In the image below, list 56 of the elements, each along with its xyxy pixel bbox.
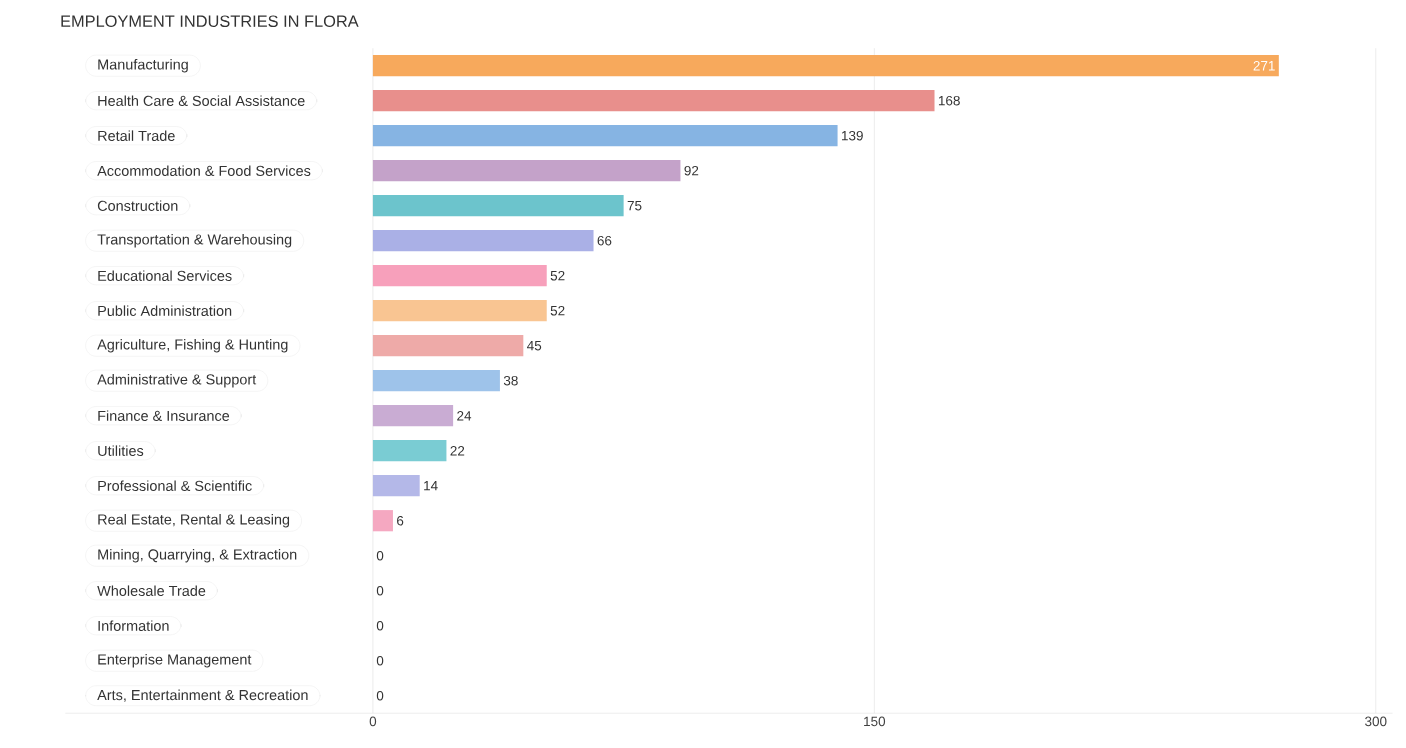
data-label: 22 [450,446,465,456]
data-label: 6 [397,515,404,526]
y-tick-label: Utilities [98,445,144,457]
data-label: 52 [550,270,565,281]
data-label: 0 [376,550,384,561]
data-label: 168 [938,95,960,106]
y-tick-label: Arts, Entertainment & Recreation [97,689,308,702]
y-tick-label: Mining, Quarrying, & Extraction [98,549,297,563]
data-label: 52 [550,305,565,316]
y-tick-label: Transportation & Warehousing [97,234,292,248]
data-label: 24 [457,411,472,421]
data-label: 92 [684,165,699,176]
data-label: 0 [376,655,384,666]
y-tick-label: Educational Services [98,270,232,282]
y-tick-label: Wholesale Trade [97,585,206,597]
bar [372,405,454,427]
y-tick-label: Health Care & Social Assistance [98,95,305,107]
y-tick-label: Administrative & Support [97,374,257,388]
bar [372,475,420,497]
y-tick-label: Real Estate, Rental & Leasing [98,514,290,528]
y-tick-label: Accommodation & Food Services [97,165,311,177]
data-label: 0 [376,585,384,596]
bar [372,510,393,532]
x-tick-label: 300 [1365,716,1387,727]
bar [372,300,547,322]
y-tick-label: Agriculture, Fishing & Hunting [97,339,288,353]
y-tick-label: Information [98,620,169,632]
chart-title: EMPLOYMENT INDUSTRIES IN FLORA [61,15,359,28]
x-tick-label: 0 [369,716,377,727]
data-label: 0 [376,690,384,701]
bar [372,265,547,287]
bar [372,160,681,182]
bar [372,440,447,462]
x-tick-label: 150 [864,716,886,727]
bar [372,125,838,147]
bar [372,230,594,252]
y-tick-label: Finance & Insurance [98,410,230,422]
bar [372,90,935,112]
y-tick-label: Enterprise Management [98,654,252,668]
bar [372,370,500,392]
data-label: 66 [597,235,612,246]
data-label: 38 [503,375,518,386]
data-label: 139 [842,130,863,141]
y-tick-label: Professional & Scientific [98,480,252,492]
data-label: 0 [376,620,384,631]
data-label: 45 [527,341,542,351]
y-tick-label: Public Administration [98,305,232,317]
data-label: 271 [1253,61,1275,71]
bar [372,55,1279,77]
bar [372,195,624,217]
y-tick-label: Retail Trade [98,130,175,142]
y-tick-label: Manufacturing [98,58,188,73]
data-label: 75 [627,201,642,211]
y-tick-label: Construction [97,200,178,212]
bar [372,335,524,357]
data-label: 14 [424,481,438,491]
